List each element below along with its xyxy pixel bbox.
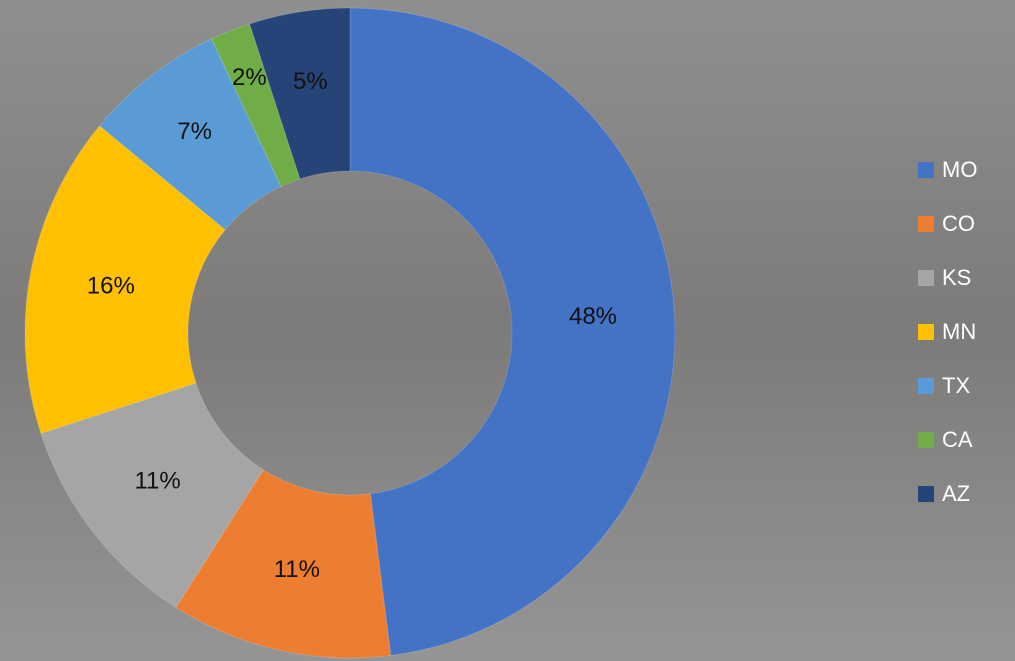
legend-swatch <box>918 378 934 394</box>
legend-swatch <box>918 162 934 178</box>
data-label: 11% <box>274 556 320 583</box>
legend-label: MO <box>942 157 977 182</box>
data-label: 48% <box>569 303 617 330</box>
legend-swatch <box>918 270 934 286</box>
legend-label: CA <box>942 427 973 452</box>
data-label: 16% <box>87 273 135 300</box>
legend-swatch <box>918 216 934 232</box>
data-label: 11% <box>134 468 180 495</box>
legend-swatch <box>918 432 934 448</box>
legend-label: TX <box>942 373 970 398</box>
legend-swatch <box>918 486 934 502</box>
chart: 48% 11% 11% 16% 7% 2% 5% MO CO KS MN TX CA AZ <box>0 0 1015 661</box>
legend-label: AZ <box>942 481 970 506</box>
page: 48%11%11%16%7%2%5% MOCOKSMNTXCAAZ (() =>… <box>0 0 1015 661</box>
legend-label: CO <box>942 211 975 236</box>
legend-label: MN <box>942 319 976 344</box>
data-label: 5% <box>293 68 328 95</box>
data-label: 2% <box>232 64 267 91</box>
data-label: 7% <box>177 118 212 145</box>
legend-swatch <box>918 324 934 340</box>
legend-label: KS <box>942 265 971 290</box>
